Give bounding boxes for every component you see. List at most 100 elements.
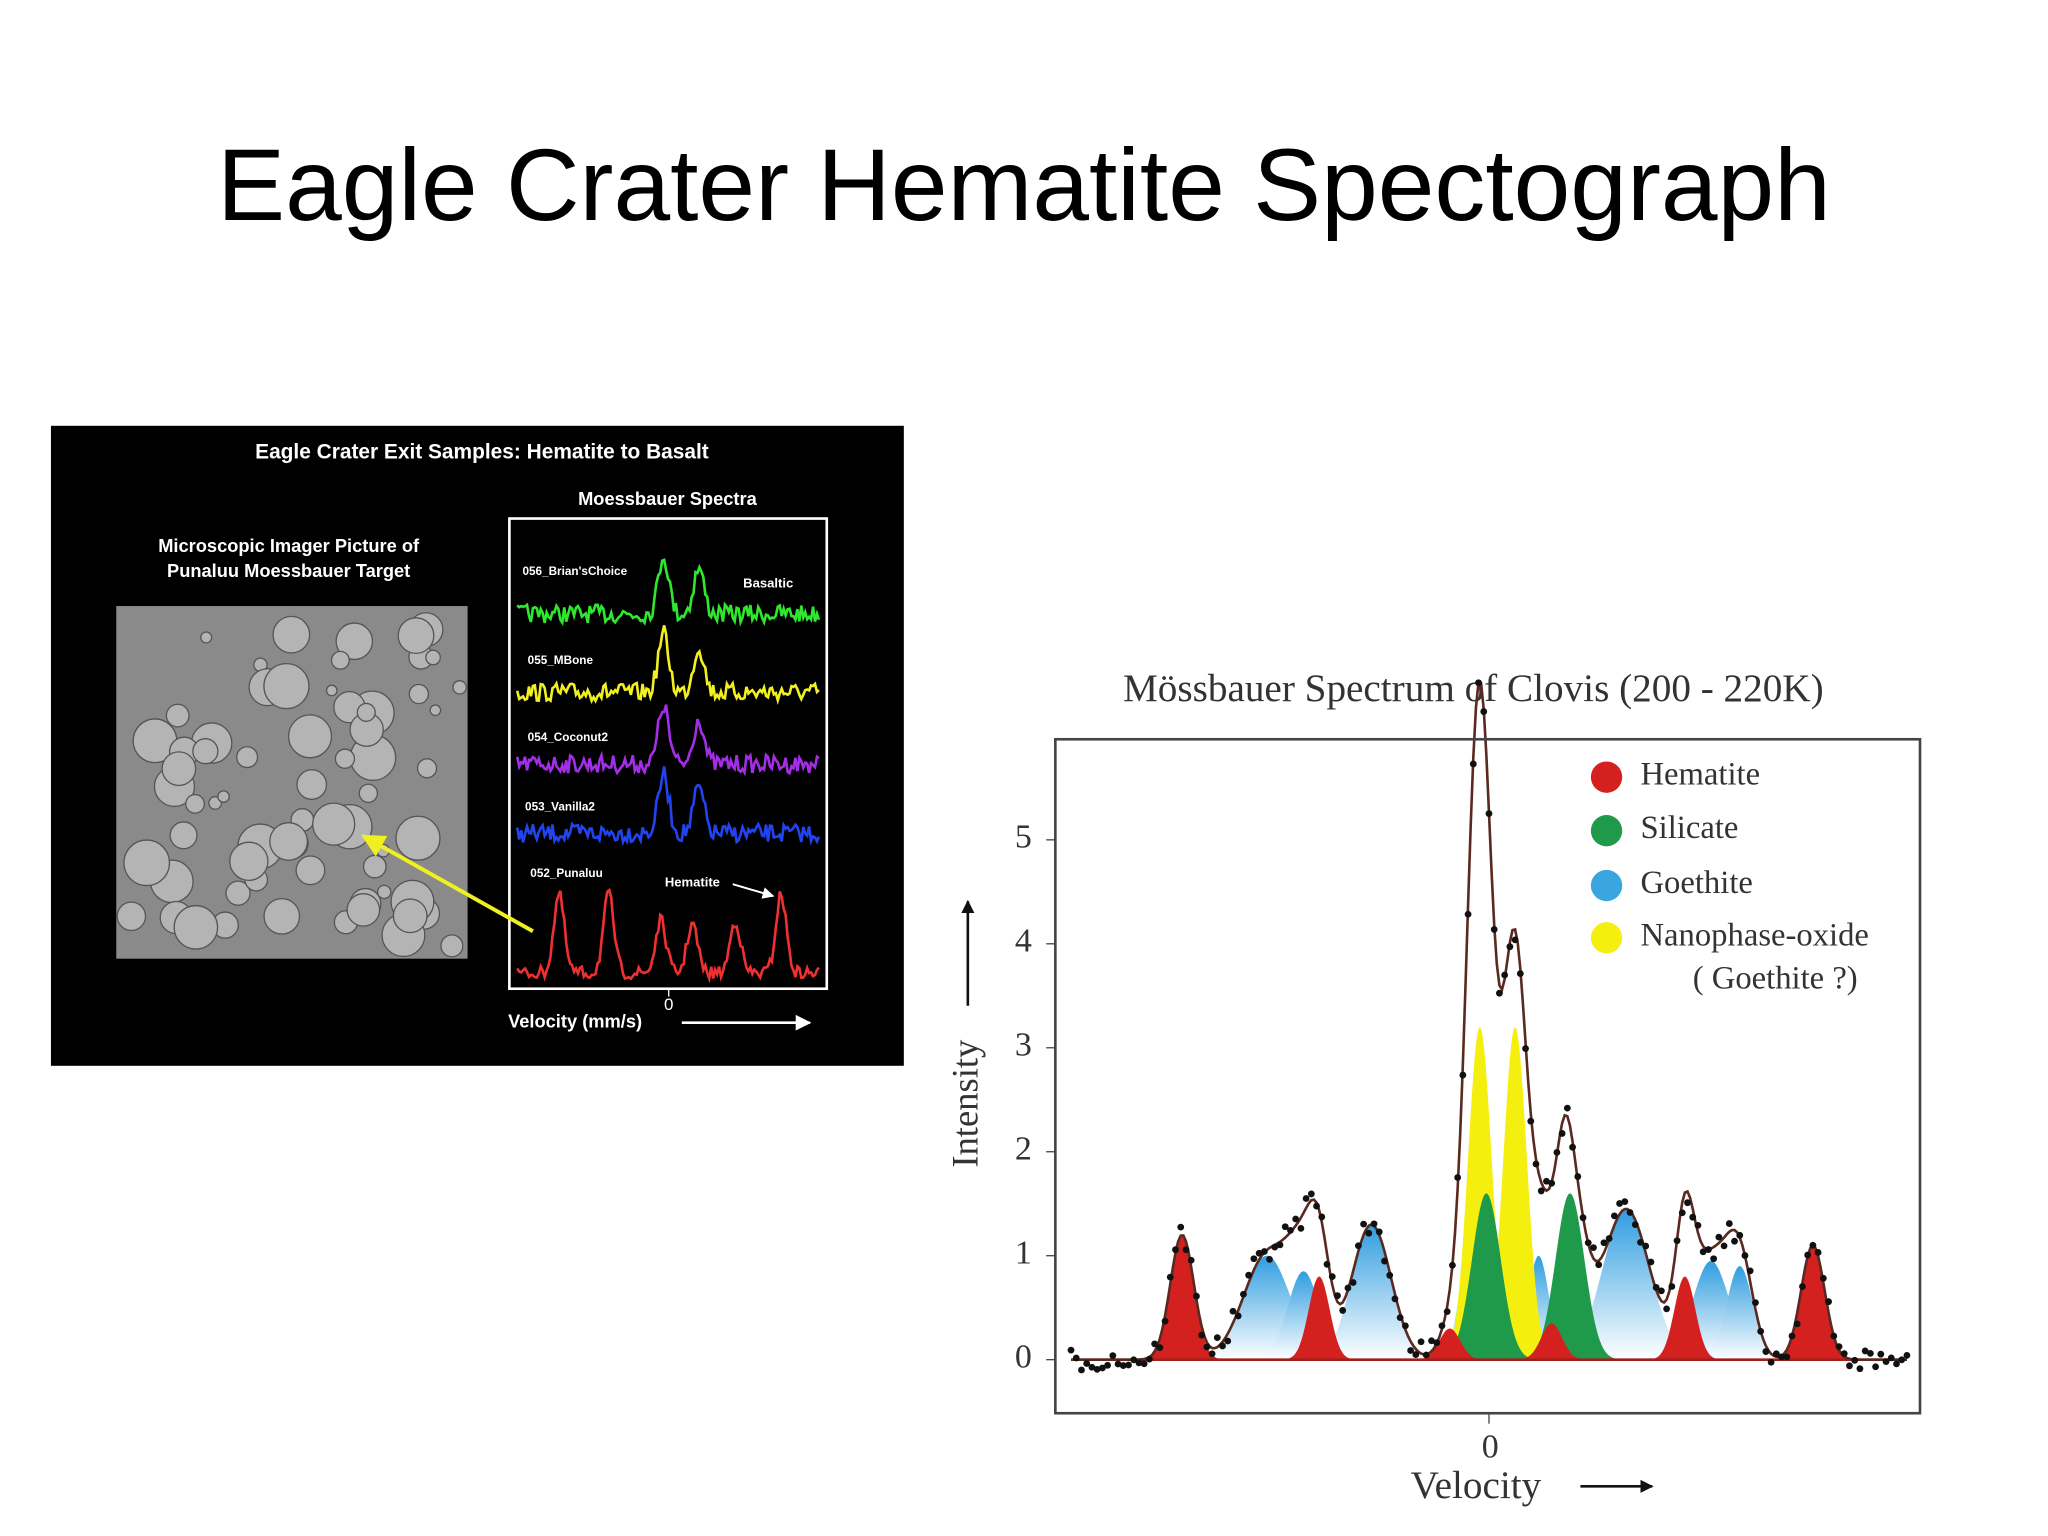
measurement-dot [1647, 1258, 1655, 1266]
measurement-dot [1757, 1327, 1765, 1335]
component-fill [1172, 1255, 1361, 1360]
measurement-dot [1140, 1360, 1148, 1368]
grain [269, 822, 309, 861]
measurement-dot [1731, 1237, 1738, 1245]
measurement-dot [1302, 1195, 1310, 1202]
measurement-dot [1814, 1249, 1822, 1256]
measurement-dot [1574, 1173, 1582, 1180]
grain [440, 934, 464, 958]
measurement-dot [1093, 1365, 1101, 1373]
spectrum-label: 055_MBone [528, 654, 594, 667]
grain [116, 901, 147, 932]
measurement-dot [1354, 1242, 1362, 1250]
legend-label: Goethite [1640, 865, 1752, 901]
measurement-dot [1657, 1287, 1665, 1295]
measurement-dot [1391, 1295, 1399, 1303]
measurement-dot [1151, 1340, 1159, 1348]
measurement-dot [1793, 1320, 1801, 1328]
grain [263, 897, 301, 935]
measurement-dot [1145, 1355, 1153, 1363]
measurement-dot [1642, 1242, 1650, 1250]
grain [325, 684, 338, 697]
measurement-dot [1396, 1314, 1404, 1322]
measurement-dot [1631, 1221, 1639, 1229]
measurement-dot [1245, 1271, 1253, 1279]
measurement-dot [1250, 1255, 1258, 1263]
grain [312, 802, 356, 846]
measurement-dot [1360, 1220, 1367, 1228]
grain [392, 898, 428, 934]
x-axis-label: Velocity [1411, 1464, 1542, 1507]
measurement-dot [1799, 1283, 1806, 1290]
grain [165, 703, 190, 728]
measurement-dot [1851, 1356, 1859, 1364]
measurement-dot [1260, 1248, 1268, 1255]
grain [416, 758, 438, 779]
component-fill [1135, 1234, 1230, 1360]
measurement-dot [1678, 1209, 1686, 1217]
legend-swatch [1590, 815, 1623, 847]
measurement-dot [1229, 1307, 1237, 1315]
measurement-dot [1104, 1361, 1111, 1369]
measurement-dot [1684, 1199, 1691, 1207]
legend-swatch [1590, 922, 1623, 954]
measurement-dot [1673, 1237, 1681, 1245]
measurement-dot [1537, 1187, 1545, 1195]
measurement-dot [1412, 1351, 1420, 1358]
measurement-dot [1893, 1360, 1900, 1368]
annotation: Basaltic [743, 575, 793, 590]
measurement-dot [1825, 1298, 1832, 1306]
measurement-dot [1872, 1363, 1879, 1371]
measurement-dot [1428, 1337, 1435, 1345]
spectrum-label: 052_Punaluu [530, 867, 603, 880]
measurement-dot [1313, 1202, 1320, 1210]
figure-title: Mössbauer Spectrum of Clovis (200 - 220K… [1123, 667, 1824, 710]
grain [296, 769, 328, 800]
measurement-dot [1527, 1117, 1535, 1125]
measurement-dot [1365, 1229, 1373, 1237]
annotation: Hematite [665, 874, 720, 889]
spectrum-label: 054_Coconut2 [528, 731, 609, 744]
measurement-dot [1156, 1344, 1164, 1352]
measurement-dot [1443, 1308, 1451, 1316]
measurement-dot [1438, 1322, 1446, 1330]
measurement-dot [1469, 760, 1477, 768]
measurement-dot [1177, 1223, 1185, 1231]
grain [397, 617, 435, 655]
measurement-dot [1349, 1279, 1357, 1286]
measurement-dot [1083, 1360, 1091, 1367]
image-caption: Punaluu Moessbauer Target [167, 560, 410, 581]
measurement-dot [1663, 1305, 1671, 1313]
grain [346, 893, 381, 927]
grains [116, 612, 467, 958]
measurement-dot [1584, 1239, 1592, 1247]
component-fill [1468, 1027, 1563, 1360]
legend-label: Nanophase-oxide [1640, 917, 1868, 953]
measurement-dot [1490, 926, 1498, 933]
measurement-dot [1772, 1350, 1780, 1358]
measurement-dot [1903, 1351, 1911, 1359]
legend-label: Hematite [1640, 757, 1760, 793]
spectrum-line [515, 625, 820, 705]
measurement-dot [1788, 1332, 1796, 1340]
measurement-dot [1762, 1348, 1770, 1355]
measurement-dot [1563, 1104, 1571, 1112]
measurement-dot [1067, 1346, 1075, 1354]
grain [123, 839, 171, 887]
measurement-dot [1271, 1243, 1279, 1251]
grain [376, 884, 392, 900]
grain [169, 821, 198, 850]
measurement-dot [1422, 1351, 1430, 1359]
spectrum-line [516, 558, 821, 627]
legend-swatch [1590, 761, 1623, 793]
component-fill [1408, 1328, 1492, 1360]
measurement-dot [1736, 1231, 1744, 1239]
measurement-dot [1182, 1246, 1190, 1254]
measurement-dot [1856, 1365, 1864, 1373]
measurement-dot [1072, 1354, 1080, 1362]
plot-frame [1054, 737, 1922, 1415]
component-fill [1428, 1193, 1544, 1360]
y-tick-label: 4 [1015, 923, 1032, 960]
measurement-dot [1161, 1317, 1169, 1325]
measurement-dot [1804, 1251, 1812, 1259]
